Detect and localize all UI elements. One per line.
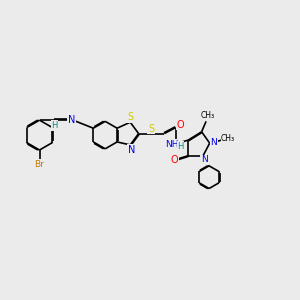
Text: CH₃: CH₃ bbox=[221, 134, 235, 143]
Text: N: N bbox=[211, 138, 217, 147]
Text: N: N bbox=[201, 155, 208, 164]
Text: H: H bbox=[177, 142, 184, 151]
Text: O: O bbox=[171, 155, 178, 165]
Text: CH₃: CH₃ bbox=[200, 112, 214, 121]
Text: NH: NH bbox=[165, 140, 178, 149]
Text: S: S bbox=[148, 124, 154, 134]
Text: H: H bbox=[51, 121, 58, 130]
Text: Br: Br bbox=[34, 160, 44, 169]
Text: S: S bbox=[127, 112, 133, 122]
Text: O: O bbox=[177, 120, 184, 130]
Text: N: N bbox=[68, 115, 76, 125]
Text: N: N bbox=[128, 145, 135, 155]
